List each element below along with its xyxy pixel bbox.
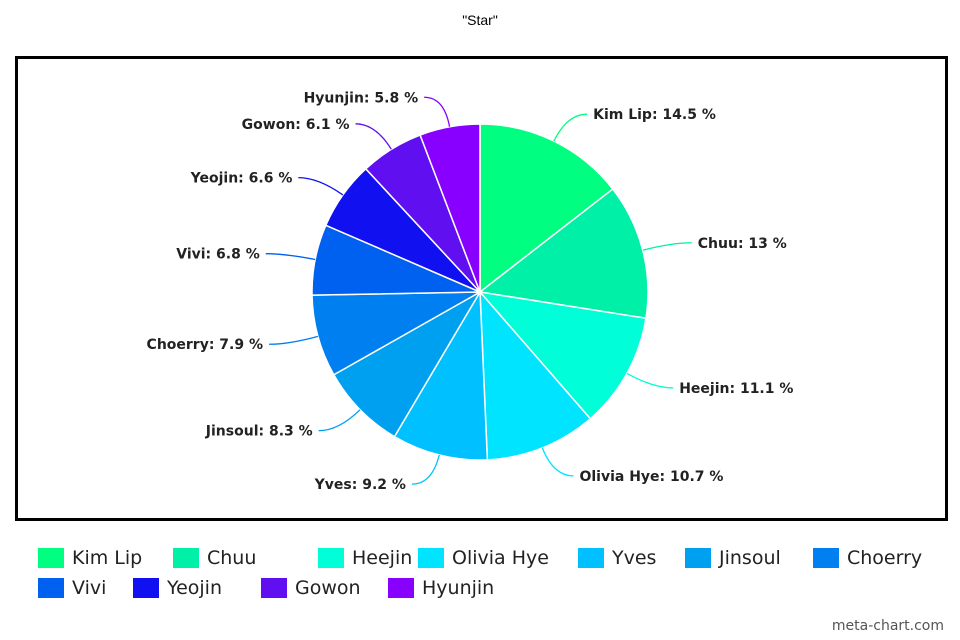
slice-label: Chuu: 13 % (698, 236, 787, 252)
slice-label: Hyunjin: 5.8 % (304, 90, 419, 106)
slice-label: Vivi: 6.8 % (176, 247, 260, 263)
leader-line (626, 372, 674, 389)
pie-slice-yves (393, 289, 489, 461)
leader-line (642, 242, 692, 251)
legend-swatch (685, 548, 711, 568)
pie-slice-chuu (478, 187, 649, 320)
pie-slice-hyunjin (419, 123, 481, 293)
legend-item: Gowon (261, 576, 361, 600)
legend-item: Hyunjin (388, 576, 494, 600)
legend-swatch (418, 548, 444, 568)
watermark: meta-chart.com (831, 618, 944, 634)
legend-swatch (318, 548, 344, 568)
legend-label: Yves (612, 547, 657, 569)
leader-line (269, 335, 319, 345)
slice-label: Yeojin: 6.6 % (190, 171, 293, 187)
legend-item: Yeojin (133, 576, 222, 600)
legend-item: Yves (578, 546, 656, 570)
legend-swatch (133, 578, 159, 598)
legend-label: Hyunjin (422, 577, 495, 599)
leader-line (541, 447, 574, 477)
slice-label: Olivia Hye: 10.7 % (579, 469, 723, 485)
legend-swatch (388, 578, 414, 598)
slice-label: Kim Lip: 14.5 % (593, 107, 716, 123)
legend-swatch (261, 578, 287, 598)
chart-frame (15, 56, 948, 521)
leader-line (355, 123, 392, 150)
legend-swatch (38, 548, 64, 568)
legend-swatch (578, 548, 604, 568)
legend-label: Gowon (295, 577, 361, 599)
legend-swatch (38, 578, 64, 598)
slice-label: Gowon: 6.1 % (242, 117, 350, 133)
legend-swatch (813, 548, 839, 568)
legend-label: Choerry (847, 547, 923, 569)
leader-line (411, 454, 440, 485)
slice-label: Choerry: 7.9 % (147, 337, 263, 353)
leader-line (424, 96, 451, 127)
legend-item: Choerry (813, 546, 922, 570)
legend-item: Olivia Hye (418, 546, 549, 570)
legend-label: Kim Lip (72, 547, 143, 569)
pie-slice-jinsoul (332, 289, 483, 438)
slice-label: Yves: 9.2 % (314, 477, 406, 493)
legend-item: Vivi (38, 576, 106, 600)
legend-item: Chuu (173, 546, 256, 570)
chart-title: "Star" (462, 12, 498, 28)
leader-line (298, 176, 344, 196)
legend-label: Olivia Hye (452, 547, 549, 569)
slice-label: Jinsoul: 8.3 % (205, 424, 313, 440)
legend-label: Heejin (352, 547, 413, 569)
legend-item: Jinsoul (685, 546, 781, 570)
slice-label: Heejin: 11.1 % (679, 381, 793, 397)
legend-swatch (173, 548, 199, 568)
legend-label: Yeojin (167, 577, 222, 599)
pie-slice-heejin (478, 290, 647, 420)
pie-slice-olivia-hye (479, 289, 592, 461)
leader-line (318, 409, 361, 432)
legend-item: Heejin (318, 546, 412, 570)
pie-slice-kim-lip (479, 123, 614, 294)
leader-line (265, 253, 316, 261)
legend-label: Chuu (207, 547, 257, 569)
leader-line (553, 113, 588, 142)
legend-item: Kim Lip (38, 546, 142, 570)
legend-label: Jinsoul (719, 547, 781, 569)
legend-label: Vivi (72, 577, 107, 599)
